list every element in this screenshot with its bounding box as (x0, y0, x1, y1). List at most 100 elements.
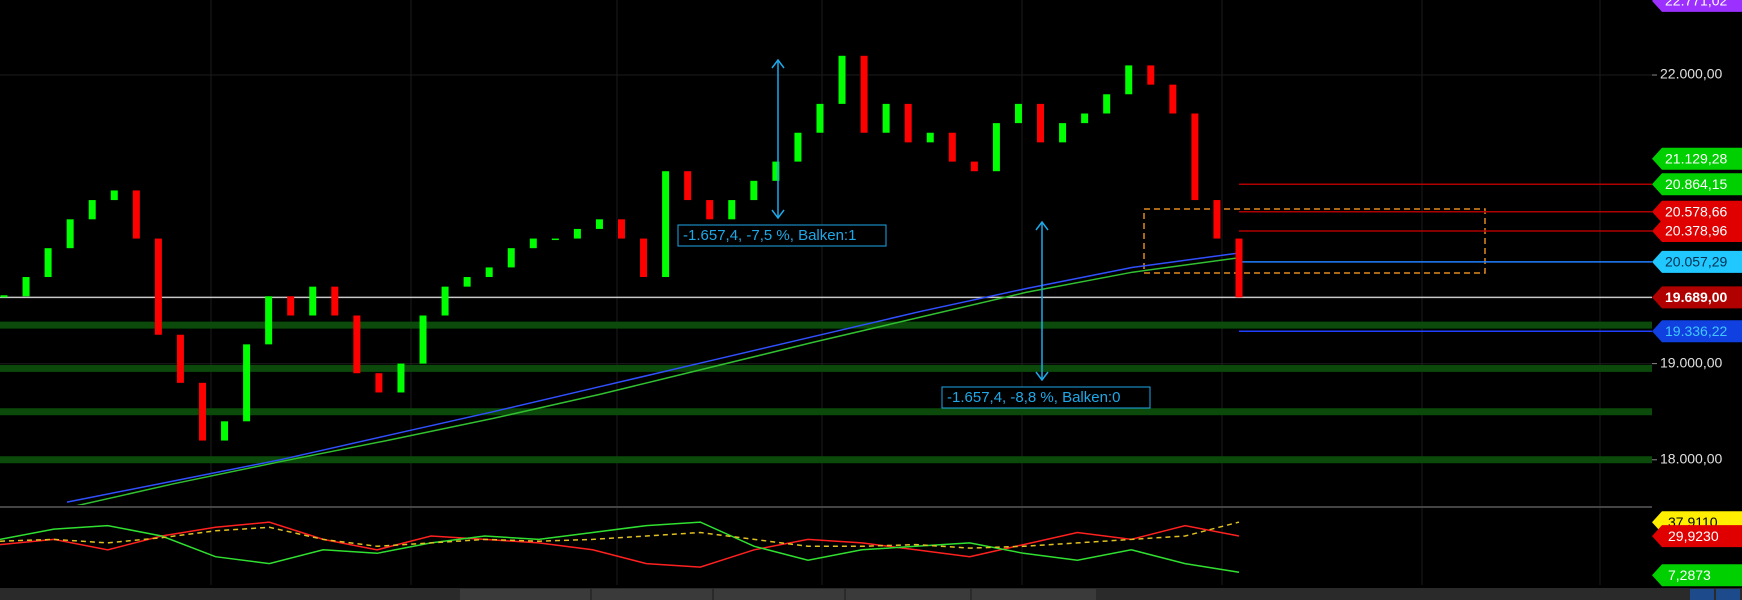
price-tag (1652, 173, 1742, 196)
candle (1147, 65, 1155, 85)
moving-average (76, 257, 1240, 505)
price-tag (1652, 0, 1742, 12)
annotation-box (941, 386, 1151, 409)
candle (618, 219, 625, 239)
toolbar-tab[interactable] (592, 589, 712, 600)
candle (640, 238, 648, 278)
candle (154, 238, 162, 335)
candle (198, 382, 206, 441)
annotation: -1.657,4, -7,5 %, Balken:1 (683, 227, 856, 244)
candle (662, 171, 670, 278)
candle (595, 219, 603, 229)
y-tick-label: 22.000,00 (1660, 66, 1722, 82)
price-tag-label: 22.771,02 (1665, 0, 1727, 9)
candle (948, 132, 956, 162)
candle (243, 344, 251, 422)
candle (375, 373, 383, 393)
candle (772, 161, 780, 181)
candle (1059, 123, 1067, 143)
candle (110, 190, 118, 201)
toolbar-tab[interactable] (714, 589, 844, 600)
y-tick-label: 18.000,00 (1660, 450, 1722, 466)
candle (1191, 113, 1199, 201)
price-tag-label: 19.689,00 (1665, 289, 1727, 305)
candle (44, 248, 52, 278)
candle (706, 200, 714, 220)
candle (1213, 200, 1221, 239)
oscillator-panel (0, 521, 1240, 574)
candle (573, 228, 581, 239)
candle (88, 200, 96, 220)
price-tag-label: 20.578,66 (1665, 203, 1727, 219)
y-tick-label: 19.000,00 (1660, 354, 1722, 370)
price-panel (0, 55, 1243, 505)
price-tag (1652, 250, 1742, 273)
candle (221, 421, 229, 441)
annotation-box (677, 224, 887, 247)
candle (926, 132, 934, 143)
price-tag (1652, 219, 1742, 242)
oscillator-line (0, 521, 1240, 568)
toolbar-tab[interactable] (460, 589, 590, 600)
price-tag (1652, 286, 1742, 309)
toolbar (0, 588, 1742, 600)
candle (441, 286, 449, 316)
candle (750, 180, 758, 201)
candle (0, 295, 8, 298)
axis-labels: 18.000,00 19.000,00 22.000,00 22.771,02 21.1… (1652, 0, 1742, 587)
candle (838, 55, 846, 104)
candle (331, 286, 339, 316)
candle (1037, 103, 1045, 143)
candle (265, 296, 273, 345)
selection-box (1143, 208, 1486, 274)
candle (309, 286, 317, 316)
arrow-head (771, 58, 785, 69)
price-tag (1652, 320, 1742, 343)
candle (463, 277, 471, 287)
measure-arrows (771, 58, 1049, 382)
price-tag (1652, 200, 1742, 223)
oscillator-line (0, 521, 1240, 549)
price-tag-label: 20.378,96 (1665, 223, 1727, 239)
candle (1235, 238, 1243, 298)
candle (816, 103, 824, 133)
toolbar-tab[interactable] (972, 589, 1096, 600)
price-tag-label: 19.336,22 (1665, 323, 1727, 339)
toolbar-button[interactable] (1716, 589, 1740, 600)
candle (353, 315, 361, 374)
candle (882, 103, 890, 133)
candle (551, 238, 559, 241)
oscillator-line (0, 521, 1240, 574)
candle (176, 334, 184, 383)
candle (970, 161, 978, 172)
candle (1169, 84, 1177, 114)
candle (419, 315, 427, 364)
candle (904, 103, 912, 143)
oscillator-tag-label: 7,2873 (1668, 567, 1711, 583)
arrow-head (1035, 371, 1049, 382)
candle (1081, 113, 1089, 124)
candle (1125, 65, 1133, 95)
arrow-head (771, 209, 785, 220)
candle (1014, 103, 1022, 124)
toolbar-tab[interactable] (846, 589, 970, 600)
price-tag-label: 20.864,15 (1665, 176, 1727, 192)
oscillator-tag-label: 29,9230 (1668, 528, 1719, 544)
candle (132, 190, 140, 239)
toolbar-button[interactable] (1690, 589, 1714, 600)
price-tag (1652, 525, 1742, 548)
annotation: -1.657,4, -8,8 %, Balken:0 (947, 389, 1120, 406)
candle (728, 200, 736, 220)
moving-average (66, 252, 1240, 503)
candle (287, 296, 295, 316)
candle (684, 171, 692, 201)
price-tag-label: 20.057,29 (1665, 254, 1727, 270)
levels (0, 74, 1652, 464)
candle (507, 248, 515, 268)
arrow-head (1035, 220, 1049, 231)
candle (485, 267, 493, 278)
candle (794, 132, 802, 162)
price-tag-label: 21.129,28 (1665, 150, 1727, 166)
